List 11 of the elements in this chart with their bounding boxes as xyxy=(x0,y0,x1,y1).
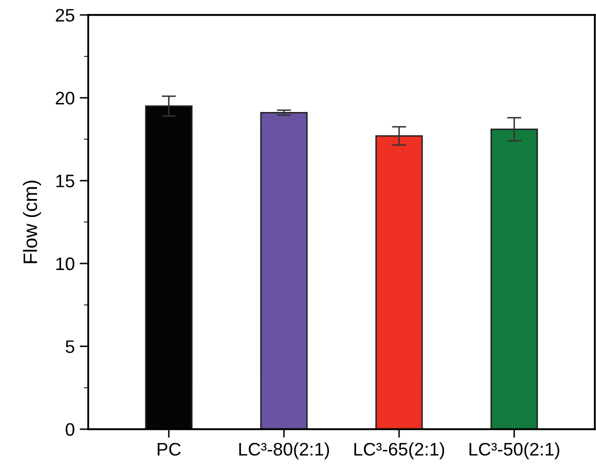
y-tick-label: 10 xyxy=(56,257,74,270)
y-tick-label: 25 xyxy=(56,8,74,22)
x-tick-label: PC xyxy=(158,442,181,456)
x-tick-label: LC³-80(2:1) xyxy=(239,442,329,460)
x-tick-label: LC³-65(2:1) xyxy=(354,442,444,460)
x-tick-label: LC³-50(2:1) xyxy=(470,442,560,460)
y-tick-label: 0 xyxy=(66,423,74,436)
y-tick-label: 15 xyxy=(56,174,74,188)
y-tick-label: 5 xyxy=(66,340,74,354)
y-tick-label: 20 xyxy=(56,92,74,105)
y-axis-title: Flow (cm) xyxy=(22,180,42,264)
